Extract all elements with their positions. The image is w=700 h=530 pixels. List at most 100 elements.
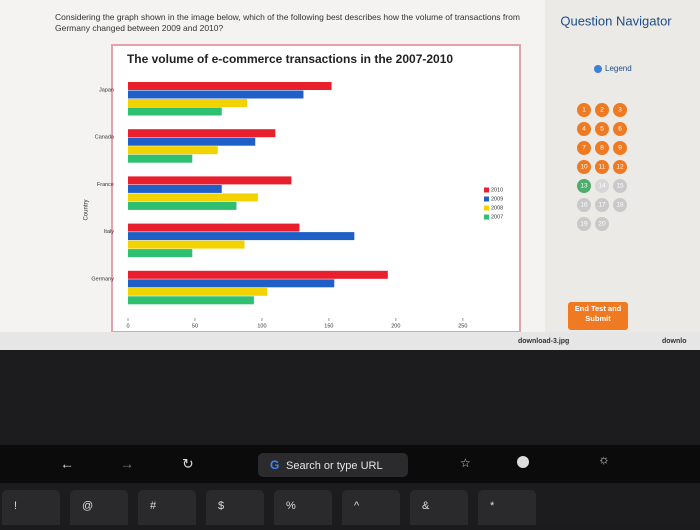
submit-box: End Test and Submit — [574, 304, 622, 323]
nav-number[interactable]: 5 — [600, 126, 604, 133]
nav-button[interactable] — [595, 122, 609, 136]
key-label: # — [150, 500, 157, 512]
legend-label: 2009 — [491, 196, 503, 202]
bar — [128, 201, 237, 210]
brightness-icon[interactable]: ☼ — [598, 451, 610, 466]
bar — [128, 296, 254, 305]
nav-number[interactable]: 19 — [580, 221, 588, 228]
reload-icon[interactable]: ↻ — [182, 456, 194, 472]
key[interactable] — [138, 490, 196, 530]
nav-button[interactable] — [595, 198, 609, 212]
bar — [128, 184, 222, 193]
forward-icon[interactable]: → — [120, 456, 134, 472]
submit-label[interactable]: End Test and Submit — [574, 304, 622, 323]
nav-number[interactable]: 14 — [598, 183, 606, 190]
nav-number[interactable]: 8 — [600, 145, 604, 152]
download-item[interactable]: downlo — [662, 338, 687, 345]
nav-button[interactable] — [613, 141, 627, 155]
new-tab-icon[interactable] — [517, 456, 529, 468]
nav-number[interactable]: 20 — [598, 221, 606, 228]
x-tick-label: 0 — [126, 323, 129, 329]
nav-number[interactable]: 9 — [618, 145, 622, 152]
download-item[interactable]: download-3.jpg — [518, 338, 569, 345]
bar — [128, 99, 248, 107]
question: Considering the graph shown in the image… — [55, 12, 520, 33]
key[interactable] — [478, 490, 536, 530]
nav-number[interactable]: 3 — [618, 107, 622, 114]
bar — [128, 82, 332, 90]
nav-number[interactable]: 16 — [580, 202, 588, 209]
key[interactable] — [410, 490, 468, 530]
y-tick-label: Germany — [91, 276, 114, 282]
key-label: % — [286, 500, 296, 512]
nav-button[interactable] — [577, 179, 591, 193]
key-row: ! @ # $% ^ & * — [2, 490, 536, 530]
nav-button[interactable] — [577, 160, 591, 174]
key-label: * — [490, 500, 495, 512]
bar — [128, 176, 292, 185]
nav-button[interactable] — [577, 198, 591, 212]
legend-swatch — [484, 214, 489, 220]
bar — [128, 90, 304, 99]
nav-button[interactable] — [577, 217, 591, 231]
nav-button[interactable] — [613, 160, 627, 174]
nav-button[interactable] — [613, 179, 627, 193]
nav-number[interactable]: 2 — [600, 107, 604, 114]
legend-label: 2010 — [491, 187, 503, 193]
bar — [128, 287, 268, 296]
nav-number[interactable]: 4 — [582, 126, 586, 133]
key-label: $ — [218, 500, 224, 512]
bar — [128, 137, 256, 146]
nav-number[interactable]: 18 — [616, 202, 624, 209]
download-bar — [0, 332, 700, 350]
nav-button[interactable] — [577, 141, 591, 155]
google-icon: G — [270, 458, 279, 472]
key-label: ^ — [354, 500, 360, 512]
legend-swatch — [484, 187, 489, 193]
bar — [128, 129, 276, 138]
nav-button[interactable] — [613, 122, 627, 136]
chart-title: The volume of e-commerce transactions in… — [127, 52, 453, 66]
nav-button[interactable] — [577, 103, 591, 117]
bar — [128, 223, 300, 232]
bar — [128, 279, 335, 288]
navigator-title[interactable]: Question Navigator — [560, 13, 672, 28]
nav-number[interactable]: 1 — [582, 107, 586, 114]
key[interactable] — [2, 490, 60, 530]
back-icon[interactable]: ← — [60, 456, 74, 472]
nav-number[interactable]: 7 — [582, 145, 586, 152]
search-text[interactable]: Search or type URL — [286, 460, 383, 472]
legend-label: 2008 — [491, 205, 503, 211]
key-label: @ — [82, 500, 93, 512]
key[interactable] — [70, 490, 128, 530]
nav-button[interactable] — [577, 122, 591, 136]
y-tick-label: France — [97, 182, 114, 188]
submit-button[interactable] — [568, 302, 628, 330]
nav-button[interactable] — [595, 179, 609, 193]
bar — [128, 270, 388, 279]
nav-number[interactable]: 12 — [616, 164, 624, 171]
nav-button[interactable] — [595, 103, 609, 117]
nav-number[interactable]: 11 — [599, 164, 606, 171]
x-tick-label: 50 — [192, 323, 198, 329]
x-tick-label: 100 — [257, 323, 266, 329]
search-field[interactable] — [258, 453, 408, 477]
bookmark-icon[interactable]: ☆ — [460, 456, 471, 470]
key[interactable] — [342, 490, 400, 530]
key[interactable] — [274, 490, 332, 530]
key[interactable] — [206, 490, 264, 530]
nav-button[interactable] — [595, 160, 609, 174]
nav-number[interactable]: 13 — [580, 183, 588, 190]
nav-button[interactable] — [595, 141, 609, 155]
nav-number[interactable]: 6 — [618, 126, 622, 133]
nav-number[interactable]: 10 — [580, 164, 588, 171]
nav-number[interactable]: 15 — [616, 183, 624, 190]
y-tick-label: Canada — [95, 135, 115, 141]
nav-number[interactable]: 17 — [598, 202, 606, 209]
navigator-legend[interactable]: Legend — [605, 64, 632, 73]
nav-button[interactable] — [613, 198, 627, 212]
y-tick-label: Japan — [99, 87, 114, 93]
nav-button[interactable] — [595, 217, 609, 231]
nav-button[interactable] — [613, 103, 627, 117]
